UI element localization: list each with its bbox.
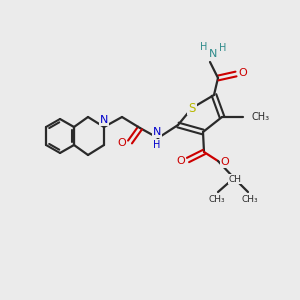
Text: CH₃: CH₃ xyxy=(209,196,225,205)
Text: N: N xyxy=(209,49,217,59)
Text: CH₃: CH₃ xyxy=(242,196,258,205)
Text: O: O xyxy=(118,138,126,148)
Text: N: N xyxy=(100,115,108,125)
Text: H: H xyxy=(153,140,161,150)
Text: N: N xyxy=(153,127,161,137)
Text: H: H xyxy=(219,43,227,53)
Text: O: O xyxy=(238,68,247,78)
Text: CH: CH xyxy=(229,175,242,184)
Text: CH₃: CH₃ xyxy=(251,112,269,122)
Text: H: H xyxy=(200,42,208,52)
Text: O: O xyxy=(177,156,185,166)
Text: O: O xyxy=(220,157,230,167)
Text: S: S xyxy=(188,101,196,115)
